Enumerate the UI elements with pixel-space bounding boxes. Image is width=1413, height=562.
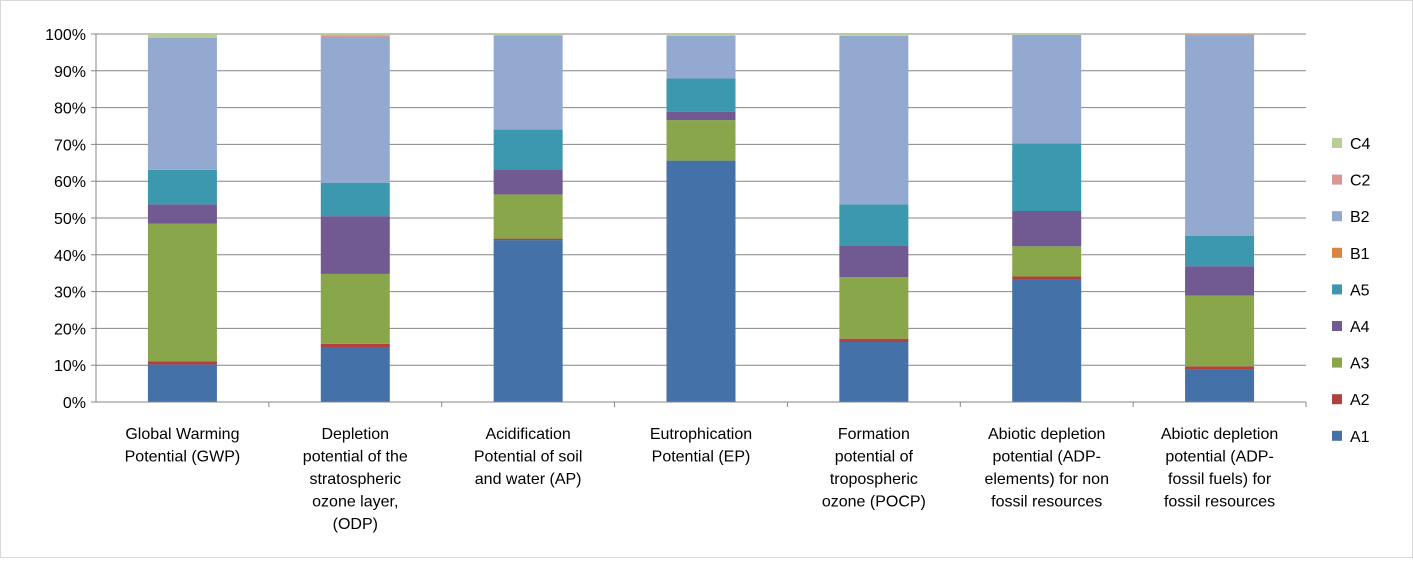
legend-label-a1: A1 bbox=[1350, 429, 1370, 446]
bar-segment-a1 bbox=[1185, 370, 1254, 402]
bar-segment-a2 bbox=[148, 362, 217, 365]
y-tick-label: 10% bbox=[54, 358, 86, 375]
bar-segment-b2 bbox=[148, 38, 217, 170]
bar-segment-a5 bbox=[839, 204, 908, 245]
bar-segment-a5 bbox=[321, 183, 390, 216]
y-tick-label: 60% bbox=[54, 174, 86, 191]
legend-swatch-a4 bbox=[1332, 321, 1342, 331]
y-tick-label: 40% bbox=[54, 248, 86, 265]
bar-segment-a4 bbox=[321, 216, 390, 274]
bar-segment-a4 bbox=[839, 246, 908, 278]
bar-segment-a3 bbox=[839, 277, 908, 338]
y-tick-label: 80% bbox=[54, 101, 86, 118]
bar-segment-a5 bbox=[667, 79, 736, 112]
bar-segment-a5 bbox=[1012, 143, 1081, 211]
bar-segment-a3 bbox=[1012, 246, 1081, 276]
y-tick-label: 20% bbox=[54, 321, 86, 338]
bar-segment-a1 bbox=[321, 348, 390, 402]
bar-segment-a3 bbox=[148, 224, 217, 362]
bar-segment-a5 bbox=[148, 170, 217, 205]
bar-segment-b2 bbox=[667, 36, 736, 79]
bar-segment-c2 bbox=[321, 35, 390, 36]
bar-segment-c4 bbox=[839, 34, 908, 36]
bar-segment-a4 bbox=[1012, 211, 1081, 246]
legend-swatch-a1 bbox=[1332, 431, 1342, 441]
legend-label-b2: B2 bbox=[1350, 209, 1370, 226]
bar-segment-b2 bbox=[1012, 35, 1081, 144]
legend-swatch-b2 bbox=[1332, 211, 1342, 221]
bar-segment-b2 bbox=[321, 37, 390, 183]
bar-segment-a1 bbox=[494, 240, 563, 402]
y-tick-label: 30% bbox=[54, 285, 86, 302]
bar-segment-a2 bbox=[839, 339, 908, 342]
legend-label-a2: A2 bbox=[1350, 392, 1370, 409]
legend-label-c4: C4 bbox=[1350, 136, 1371, 153]
y-tick-label: 0% bbox=[63, 395, 86, 412]
legend-label-a3: A3 bbox=[1350, 356, 1370, 373]
bar-segment-a3 bbox=[667, 120, 736, 160]
bar-segment-a4 bbox=[667, 112, 736, 120]
legend-label-a4: A4 bbox=[1350, 319, 1370, 336]
bar-segment-b2 bbox=[839, 36, 908, 205]
legend-swatch-b1 bbox=[1332, 248, 1342, 258]
legend-label-c2: C2 bbox=[1350, 173, 1371, 190]
bar-segment-c2 bbox=[1185, 34, 1254, 35]
bar-segment-a2 bbox=[1012, 277, 1081, 280]
bar-segment-a1 bbox=[1012, 279, 1081, 402]
bar-segment-b2 bbox=[494, 35, 563, 129]
bar-segment-a4 bbox=[494, 169, 563, 194]
bar-segment-a4 bbox=[148, 204, 217, 223]
legend-swatch-a2 bbox=[1332, 394, 1342, 404]
bar-segment-a3 bbox=[1185, 296, 1254, 367]
y-axis-tick-labels: 0% 10% 20% 30% 40% 50% 60% 70% 80% 90% 100% bbox=[45, 27, 86, 412]
bar-segment-c4 bbox=[494, 34, 563, 35]
legend-label-a5: A5 bbox=[1350, 282, 1370, 299]
bar-segment-a4 bbox=[1185, 266, 1254, 295]
bar-segment-c4 bbox=[321, 34, 390, 35]
legend-swatch-a5 bbox=[1332, 284, 1342, 294]
bar-segment-a5 bbox=[1185, 236, 1254, 267]
legend-label-b1: B1 bbox=[1350, 246, 1370, 263]
y-tick-label: 100% bbox=[45, 27, 86, 44]
bar-segment-a3 bbox=[321, 274, 390, 344]
y-tick-label: 50% bbox=[54, 211, 86, 228]
bar-segment-a1 bbox=[148, 364, 217, 402]
bar-segment-a5 bbox=[494, 129, 563, 169]
y-tick-label: 90% bbox=[54, 64, 86, 81]
y-tick-label: 70% bbox=[54, 137, 86, 154]
legend-swatch-c4 bbox=[1332, 138, 1342, 148]
bar-segment-c4 bbox=[667, 34, 736, 36]
bar-segment-c4 bbox=[1012, 34, 1081, 35]
legend-swatch-c2 bbox=[1332, 175, 1342, 185]
bar-segment-a2 bbox=[494, 239, 563, 240]
legend-swatch-a3 bbox=[1332, 358, 1342, 368]
legend: C4 C2 B2 B1 A5 A4 A3 A2 A1 bbox=[1332, 136, 1371, 446]
bar-segment-c4 bbox=[148, 34, 217, 38]
bar-segment-a1 bbox=[667, 161, 736, 402]
bar-segment-b2 bbox=[1185, 35, 1254, 235]
bar-segment-a2 bbox=[321, 344, 390, 348]
bar-segment-a2 bbox=[1185, 366, 1254, 369]
bar-segment-a3 bbox=[494, 194, 563, 238]
bar-segment-a1 bbox=[839, 342, 908, 402]
